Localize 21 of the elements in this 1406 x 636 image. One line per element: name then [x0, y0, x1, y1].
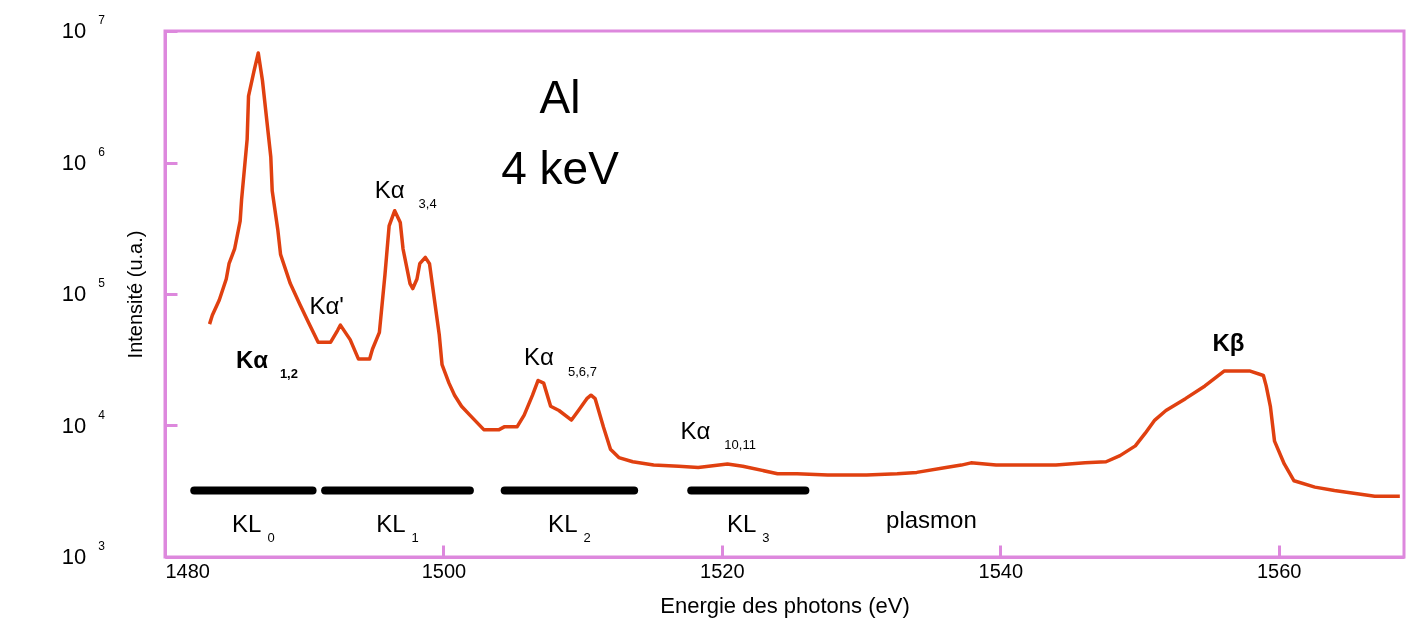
text: 4 keV: [501, 142, 620, 194]
annotation: Kα5,6,7: [524, 343, 597, 379]
x-axis-title: Energie des photons (eV): [660, 592, 910, 618]
annotation: Kα1,2: [236, 346, 298, 382]
annotation: Kβ: [1212, 328, 1245, 356]
series-label: KL2: [548, 509, 591, 545]
x-tick-label: 1560: [1256, 559, 1302, 582]
x-tick-label: 1520: [700, 559, 745, 582]
annotation: plasmon: [886, 505, 977, 533]
annotation: Kα10,11: [680, 416, 756, 453]
x-tick-label: 1500: [421, 559, 467, 582]
y-axis-title: Intensité (u.a.): [124, 230, 146, 359]
series-label: KL1: [376, 509, 419, 545]
x-tick-label: 1540: [978, 559, 1024, 582]
series-label: KL3: [727, 509, 770, 545]
annotation: Kα3,4: [374, 175, 437, 211]
series-label: KL0: [232, 509, 275, 545]
annotation: Kα': [309, 292, 344, 320]
x-tick-label: 1480: [165, 559, 210, 582]
text: Al: [539, 71, 581, 123]
line-series: [207, 51, 1402, 498]
